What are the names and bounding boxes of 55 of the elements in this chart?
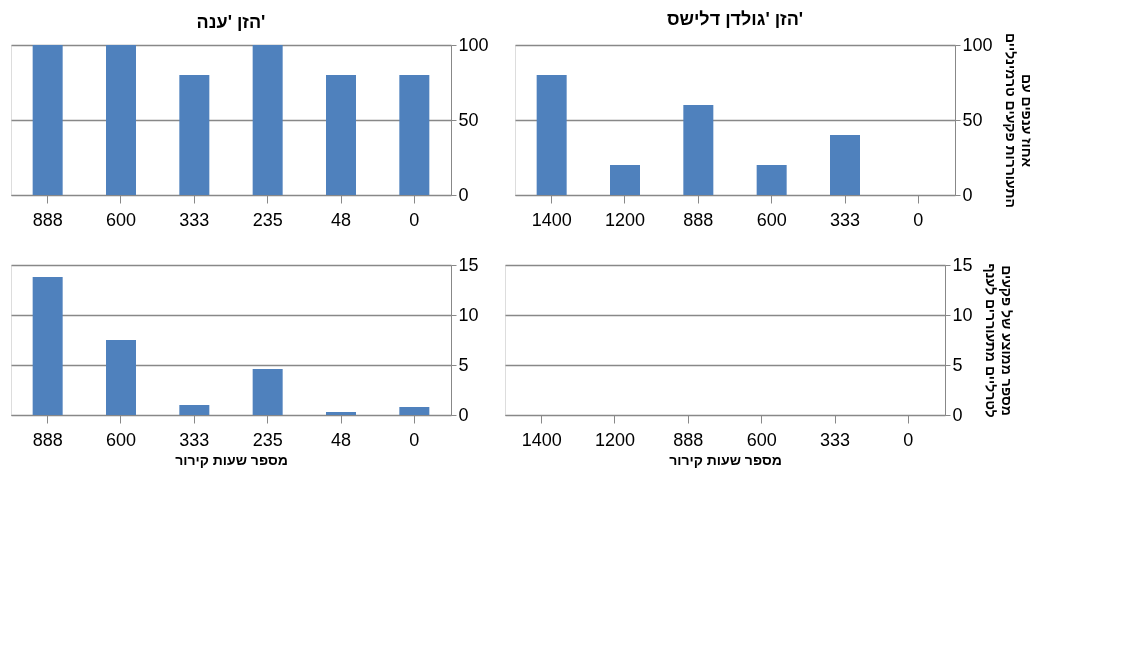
x-tick-label: 235 [252, 209, 283, 230]
x-tick-label: 600 [105, 429, 137, 450]
bar [830, 135, 860, 195]
y-tick-label: 0 [962, 184, 973, 205]
y-axis-title: אחוז ענפים עם התעוררות פקעים טרמינליים [1002, 33, 1035, 208]
x-tick-label: 333 [179, 429, 210, 450]
x-tick-label: 0 [409, 429, 420, 450]
y-axis-title: מספר ממוצע של פקעים לטרליים מתעוררים לענף [982, 263, 1015, 418]
bar [326, 412, 356, 415]
chart-title: הזן 'גולדן דלישס' [666, 8, 804, 29]
x-tick-label: 0 [913, 209, 924, 230]
bar [756, 165, 787, 195]
y-tick-label: 10 [458, 304, 479, 325]
x-tick-label: 333 [179, 209, 210, 230]
y-tick-label: 100 [458, 34, 489, 55]
x-tick-label: 600 [746, 429, 777, 450]
y-tick-label: 5 [458, 354, 469, 375]
y-tick-label: 10 [952, 304, 973, 325]
y-tick-label: 100 [962, 34, 993, 55]
x-tick-label: 48 [330, 429, 352, 450]
x-tick-label: 0 [903, 429, 914, 450]
x-tick-label: 333 [819, 429, 851, 450]
x-tick-label: 333 [829, 209, 861, 230]
x-tick-label: 1200 [594, 429, 636, 450]
bar [536, 75, 567, 195]
x-tick-label: 235 [252, 429, 283, 450]
x-tick-label: 0 [409, 209, 420, 230]
y-tick-label: 15 [458, 254, 479, 275]
bar [683, 105, 714, 195]
y-tick-label: 0 [952, 404, 963, 425]
y-tick-label: 0 [458, 404, 469, 425]
bar [106, 340, 136, 415]
chart-title: הזן 'ענה' [196, 12, 266, 32]
x-tick-label: 888 [32, 209, 63, 230]
bar [179, 405, 210, 415]
x-tick-label: 888 [32, 429, 63, 450]
x-tick-label: 1400 [531, 209, 572, 230]
x-tick-label: 888 [673, 429, 704, 450]
y-tick-label: 5 [952, 354, 963, 375]
x-tick-label: 1200 [604, 209, 646, 230]
x-tick-label: 600 [105, 209, 137, 230]
x-tick-label: 888 [683, 209, 714, 230]
x-axis-title: מספר שעות קירור [175, 451, 288, 468]
y-tick-label: 50 [458, 109, 479, 130]
bar [252, 369, 283, 415]
bar [399, 407, 430, 415]
y-tick-label: 50 [962, 109, 983, 130]
x-tick-label: 1400 [521, 429, 562, 450]
y-tick-label: 0 [458, 184, 469, 205]
bar [610, 165, 640, 195]
x-tick-label: 48 [330, 209, 352, 230]
y-tick-label: 15 [952, 254, 973, 275]
x-axis-title: מספר שעות קירור [669, 451, 782, 468]
bar [32, 277, 63, 415]
x-tick-label: 600 [756, 209, 787, 230]
